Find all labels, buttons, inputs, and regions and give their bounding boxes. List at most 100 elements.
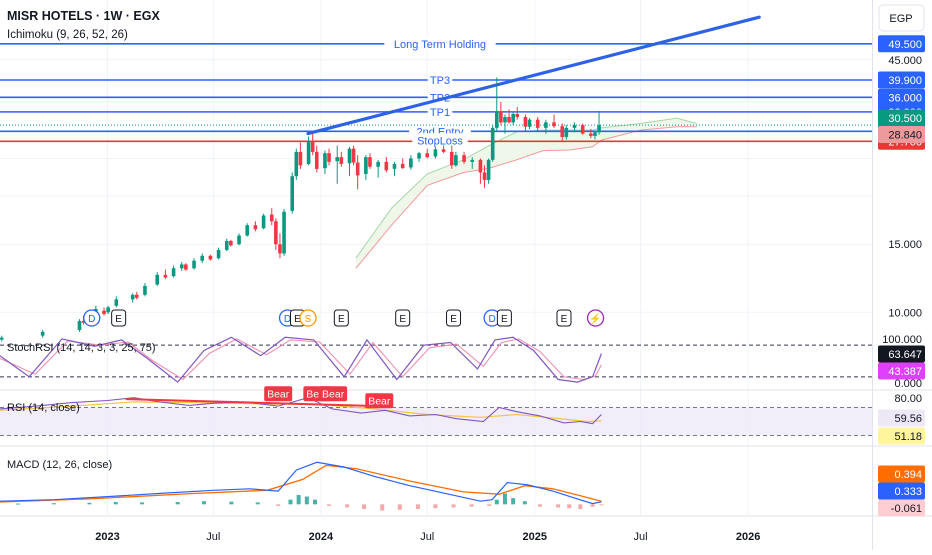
rsi-ma-tag: 51.18 xyxy=(894,431,922,443)
price-tick-45: 45.000 xyxy=(888,55,922,67)
event-label-3: E xyxy=(294,314,301,325)
macd-hist-bar xyxy=(16,503,21,505)
candle-body xyxy=(306,140,311,164)
candle-body xyxy=(298,151,303,166)
candle-body xyxy=(499,111,503,123)
event-marker-9: E xyxy=(496,309,512,327)
candle-body xyxy=(580,125,585,134)
stoch-legend: StochRSI (14, 14, 3, 3, 25, 75) xyxy=(7,342,156,354)
candle-body xyxy=(200,255,205,261)
chart-title[interactable]: MISR HOTELS · 1W · EGX xyxy=(7,9,160,23)
header-layer: MISR HOTELS · 1W · EGX Ichimoku (9, 26, … xyxy=(7,4,925,41)
candle-body xyxy=(179,264,184,269)
candle-body xyxy=(323,153,327,169)
candle-body xyxy=(486,159,491,180)
candle-body xyxy=(511,113,515,123)
stoch-k-line xyxy=(0,336,602,383)
bear-label-0: Bear xyxy=(267,389,290,401)
macd-hist-bar xyxy=(578,504,583,509)
candle-body xyxy=(81,320,86,323)
candle-body xyxy=(261,215,266,229)
event-marker-1: E xyxy=(111,309,127,327)
rsi-divergence-line xyxy=(125,398,380,408)
price-tag-2: 28.840 xyxy=(888,129,922,141)
event-marker-6: E xyxy=(395,309,411,327)
event-marker-10: E xyxy=(556,309,572,327)
macd-signal-line xyxy=(0,464,602,503)
candle-body xyxy=(77,320,82,330)
candle-body xyxy=(384,161,389,171)
level-tag-2-bg xyxy=(878,88,925,106)
macd-hist-bar xyxy=(415,504,420,509)
cloud-fill xyxy=(355,118,697,269)
candle-body xyxy=(224,240,229,250)
level-label-bg-0 xyxy=(384,36,496,50)
candle-body xyxy=(417,153,421,159)
bear-label-bg-3 xyxy=(365,393,394,409)
macd-hist-bar xyxy=(140,502,145,505)
event-marker-5: E xyxy=(333,309,349,327)
event-label-1: E xyxy=(115,314,122,325)
rsi-tag-bg xyxy=(878,409,925,427)
x-tick-label-1: Jul xyxy=(206,531,220,543)
candles-layer xyxy=(0,77,601,342)
macd-hist-bar xyxy=(502,493,507,505)
candle-body xyxy=(535,119,540,128)
macd-signal-tag-bg xyxy=(878,465,925,483)
macd-hist-bar xyxy=(327,504,332,506)
macd-hist-bar xyxy=(538,504,543,507)
macd-hist-bar xyxy=(296,495,301,505)
rsi-band xyxy=(0,407,872,436)
candle-body xyxy=(237,235,241,245)
candle-body xyxy=(327,153,331,162)
macd-legend: MACD (12, 26, close) xyxy=(7,459,112,471)
event-label-9: E xyxy=(501,314,508,325)
bear-label-3: Bear xyxy=(368,396,391,408)
stoch-d-line xyxy=(0,338,602,381)
macd-hist-bar xyxy=(255,502,260,505)
candle-body xyxy=(409,158,413,168)
candle-body xyxy=(143,285,147,295)
stoch-tick-100: 100.000 xyxy=(882,334,922,346)
event-news-frame xyxy=(586,309,605,327)
candle-body xyxy=(507,117,511,123)
candle-body xyxy=(130,294,135,300)
candle-body xyxy=(274,221,278,245)
bear-label-bg-0 xyxy=(264,386,293,402)
macd-hist-bar xyxy=(590,504,595,507)
level-label-bg-3 xyxy=(427,104,453,118)
macd-hist-bar xyxy=(522,501,527,505)
candle-body xyxy=(355,162,360,176)
event-earnings-frame xyxy=(111,309,127,327)
x-tick-label-0: 2023 xyxy=(95,531,119,543)
rsi-tick-80: 80.00 xyxy=(894,393,922,405)
stoch-k-tag: 63.647 xyxy=(888,349,922,361)
price-tag-2-bg xyxy=(878,125,925,143)
ichimoku-legend[interactable]: Ichimoku (9, 26, 52, 26) xyxy=(7,29,128,41)
candle-body xyxy=(290,176,295,211)
level-tag-0: 49.500 xyxy=(888,39,922,51)
price-tick-15: 15.000 xyxy=(888,239,922,251)
event-label-5: E xyxy=(338,314,345,325)
level-label-bg-5 xyxy=(412,133,468,147)
macd-hist-bar xyxy=(201,501,206,505)
candle-body xyxy=(478,159,483,173)
trendline-layer[interactable] xyxy=(306,15,761,136)
currency-button[interactable]: EGP xyxy=(889,13,912,25)
x-tick-label-2: 2024 xyxy=(309,531,334,543)
level-tag-2: 36.000 xyxy=(888,92,922,104)
candle-body xyxy=(368,157,372,167)
candle-body xyxy=(216,249,221,259)
candle-body xyxy=(441,149,446,152)
level-label-5: StopLoss xyxy=(417,135,463,147)
candle-body xyxy=(155,274,160,285)
event-earnings-frame xyxy=(395,309,411,327)
currency-button-frame[interactable] xyxy=(878,4,925,32)
event-label-2: D xyxy=(284,314,291,325)
candle-body xyxy=(400,163,405,169)
candle-body xyxy=(503,117,507,123)
axes-layer: 2023 Jul 2024 Jul 2025 Jul 2026 45.000 15.000 10.… xyxy=(95,35,925,543)
